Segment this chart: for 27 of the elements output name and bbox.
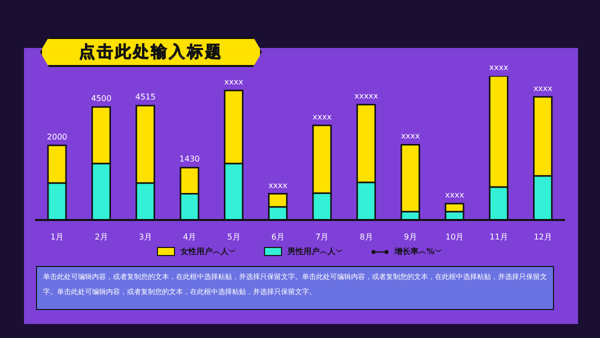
x-tick-label: 2月 xyxy=(94,232,108,242)
x-tick-label: 10月 xyxy=(445,232,464,242)
annotation: 4500 xyxy=(91,94,112,103)
annotation: xxxx xyxy=(312,112,332,122)
x-tick-label: 7月 xyxy=(316,232,329,242)
annotation: 1430 xyxy=(179,154,200,164)
x-tick-label: 6月 xyxy=(271,232,284,242)
legend-label: 增长率︵%︶ xyxy=(394,246,442,257)
x-tick-label: 3月 xyxy=(138,232,152,242)
annotation: xxxx xyxy=(533,84,553,93)
x-tick-label: 11月 xyxy=(490,232,508,242)
annotation: xxxx xyxy=(489,63,508,72)
legend-label: 女性用户︵人︶ xyxy=(180,246,236,257)
annotation: xxxx xyxy=(445,190,464,200)
x-tick-label: 5月 xyxy=(227,232,240,242)
x-tick-label: 1月 xyxy=(50,232,64,242)
x-tick-label: 12月 xyxy=(534,232,552,242)
x-tick-label: 8月 xyxy=(360,232,373,242)
legend-label: 男性用户︵人︶ xyxy=(287,246,344,257)
annotation: 4515 xyxy=(135,92,156,102)
annotation: 2000 xyxy=(46,132,68,142)
annotation: xxxx xyxy=(268,180,288,190)
annotation: xxxx xyxy=(224,78,244,87)
x-tick-label: 9月 xyxy=(404,232,417,242)
x-tick-label: 4月 xyxy=(183,232,196,242)
annotation: xxxxx xyxy=(354,92,378,101)
annotation: xxxx xyxy=(400,132,420,141)
